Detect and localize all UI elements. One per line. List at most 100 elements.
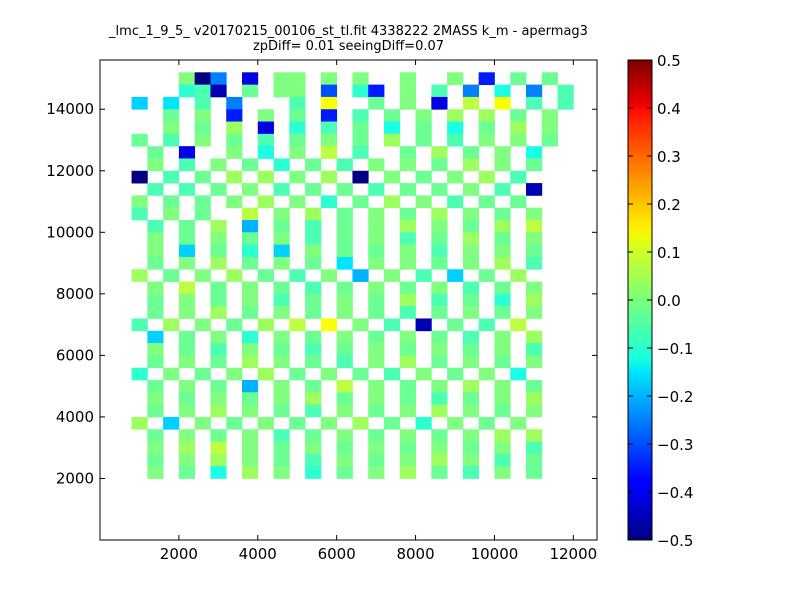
colorbar-tick-label: −0.5 [657, 532, 693, 550]
heatmap-cell [494, 220, 511, 233]
heatmap-cell [178, 232, 196, 246]
heatmap-cell [257, 121, 274, 135]
heatmap-cell [131, 195, 148, 209]
heatmap-cell [147, 244, 164, 258]
heatmap-cell [273, 330, 290, 344]
heatmap-cell [399, 158, 416, 172]
heatmap-cell [242, 355, 259, 369]
heatmap-cell [273, 281, 290, 295]
heatmap-cell [226, 146, 243, 159]
heatmap-cell [526, 183, 543, 196]
heatmap-cell [431, 96, 448, 110]
heatmap-cell [226, 318, 243, 332]
heatmap-cell [242, 183, 259, 196]
heatmap-cell [526, 392, 543, 406]
heatmap-cell [289, 121, 306, 135]
heatmap-cell [242, 281, 259, 295]
heatmap-cell [478, 170, 495, 184]
heatmap-cell [368, 404, 385, 418]
heatmap-cell [131, 96, 148, 110]
heatmap-cell [384, 269, 401, 282]
heatmap-cell [447, 195, 464, 209]
heatmap-cell [273, 158, 290, 172]
heatmap-cell [194, 84, 211, 98]
heatmap-cell [399, 441, 416, 455]
heatmap-cell [147, 441, 164, 455]
heatmap-cell [462, 466, 480, 479]
heatmap-cell [541, 109, 558, 122]
heatmap-cell [494, 84, 511, 98]
heatmap-cell [336, 355, 353, 369]
heatmap-cell [320, 121, 338, 135]
colorbar-tick-label: 0.5 [657, 52, 681, 70]
heatmap-cell [368, 429, 385, 442]
heatmap-cell [289, 318, 306, 332]
heatmap-cell [399, 355, 416, 369]
heatmap-cell [447, 72, 464, 86]
heatmap-cell [210, 380, 227, 393]
heatmap-cell [399, 306, 416, 319]
heatmap-cell [305, 183, 322, 196]
heatmap-cell [226, 133, 243, 147]
heatmap-cell [431, 281, 448, 295]
heatmap-cell [541, 133, 558, 147]
heatmap-cell [320, 269, 338, 282]
heatmap-cell [226, 96, 243, 110]
heatmap-cell [305, 355, 322, 369]
heatmap-cell [163, 269, 180, 282]
heatmap-cell [178, 355, 196, 369]
y-axis: 2000 4000 6000 8000 10000 12000 14000 [46, 100, 597, 487]
heatmap-cell [210, 429, 227, 442]
heatmap-cell [194, 170, 211, 184]
heatmap-cell [273, 306, 290, 319]
heatmap-cell [163, 121, 180, 135]
heatmap-cell [178, 441, 196, 455]
heatmap-cell [431, 380, 448, 393]
heatmap-cell [273, 232, 290, 246]
heatmap-cell [526, 207, 543, 221]
heatmap-cell [178, 306, 196, 319]
heatmap-cell [242, 429, 259, 442]
heatmap-cell [384, 318, 401, 332]
heatmap-cell [336, 281, 353, 295]
heatmap-cell [178, 256, 196, 270]
heatmap-cell [352, 109, 369, 122]
y-tick-label: 8000 [56, 285, 94, 303]
heatmap-cell [399, 453, 416, 467]
heatmap-cell [526, 306, 543, 319]
heatmap-cell [163, 318, 180, 332]
heatmap-cell [399, 220, 416, 233]
heatmap-cell [368, 183, 385, 196]
heatmap-cell [131, 207, 148, 221]
colorbar-tick-label: −0.4 [657, 484, 693, 502]
heatmap-cell [399, 244, 416, 258]
heatmap-cell [399, 281, 416, 295]
heatmap-cell [289, 269, 306, 282]
heatmap-cell [273, 343, 290, 356]
heatmap-cell [447, 121, 464, 135]
heatmap-cell [462, 429, 480, 442]
heatmap-cell [415, 269, 432, 282]
heatmap-cell [242, 244, 259, 258]
colorbar-tick-label: 0.3 [657, 148, 681, 166]
heatmap-cell [147, 281, 164, 295]
heatmap-cell [178, 84, 196, 98]
heatmap-cell [273, 380, 290, 393]
heatmap-cell [194, 318, 211, 332]
heatmap-cell [526, 293, 543, 307]
heatmap-cell [478, 133, 495, 147]
heatmap-cell [526, 343, 543, 356]
heatmap-cell [178, 404, 196, 418]
heatmap-cell [462, 355, 480, 369]
heatmap-cell [399, 293, 416, 307]
heatmap-cell [494, 404, 511, 418]
chart-title: _lmc_1_9_5_ v20170215_00106_st_tl.fit 43… [100, 24, 597, 54]
heatmap-cell [368, 343, 385, 356]
y-tick-label: 10000 [46, 223, 94, 241]
heatmap-cell [305, 441, 322, 455]
heatmap-cell [336, 220, 353, 233]
heatmap-cell [210, 441, 227, 455]
heatmap-cell [526, 281, 543, 295]
heatmap-cell [147, 429, 164, 442]
heatmap-cell [431, 232, 448, 246]
